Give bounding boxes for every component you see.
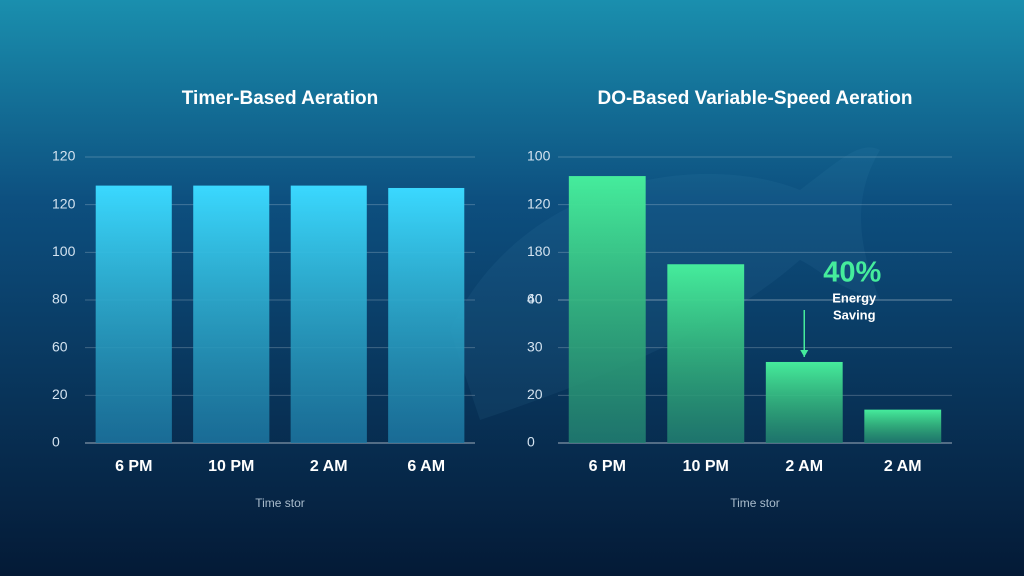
bar-shade <box>193 185 270 443</box>
chart-title: Timer-Based Aeration <box>182 88 378 109</box>
charts: Timer-Based Aeration 0 20 60 80 100 120 120 6 PM… <box>52 88 952 510</box>
bar-shade <box>864 409 942 443</box>
x-tick-label: 2 AM <box>884 458 922 475</box>
annotation-text: Energy <box>832 290 877 305</box>
y-tick-label: 120 <box>52 195 76 211</box>
bar-shade <box>388 187 465 443</box>
bar-shade <box>95 185 172 443</box>
y-tick-label: 60 <box>527 291 543 307</box>
x-axis-label: Time stor <box>255 496 305 510</box>
y-tick-label: 0 <box>527 434 535 450</box>
annotation-arrowhead <box>800 349 809 357</box>
y-tick-label: 40 <box>527 291 543 307</box>
x-tick-label: 10 PM <box>208 458 254 475</box>
chart-title: DO-Based Variable-Speed Aeration <box>597 88 912 109</box>
bar-shade <box>667 264 745 443</box>
x-axis-label: Time stor <box>730 496 780 510</box>
annotation-value: 40% <box>823 257 881 289</box>
y-tick-label: 60 <box>52 338 68 354</box>
y-tick-label: 120 <box>527 195 551 211</box>
x-tick-label: 10 PM <box>683 458 729 475</box>
x-tick-label: 6 PM <box>115 458 152 475</box>
bar-shade <box>290 185 367 443</box>
fish-decoration <box>450 147 880 421</box>
bar-shade <box>765 361 843 443</box>
y-tick-label: 100 <box>52 243 76 259</box>
x-tick-label: 6 PM <box>589 458 626 475</box>
bar-shade <box>568 176 646 444</box>
y-tick-label: 20 <box>52 386 68 402</box>
x-tick-label: 6 AM <box>407 458 445 475</box>
x-tick-label: 2 AM <box>785 458 823 475</box>
y-tick-label: 20 <box>527 386 543 402</box>
y-tick-label: 80 <box>52 291 68 307</box>
y-tick-label: 120 <box>52 148 76 164</box>
y-tick-label: 30 <box>527 338 543 354</box>
x-tick-label: 2 AM <box>310 458 348 475</box>
y-tick-label: 0 <box>52 434 60 450</box>
annotation-text: Saving <box>833 307 876 322</box>
y-tick-label: 180 <box>527 243 551 259</box>
y-tick-label: 100 <box>527 148 551 164</box>
